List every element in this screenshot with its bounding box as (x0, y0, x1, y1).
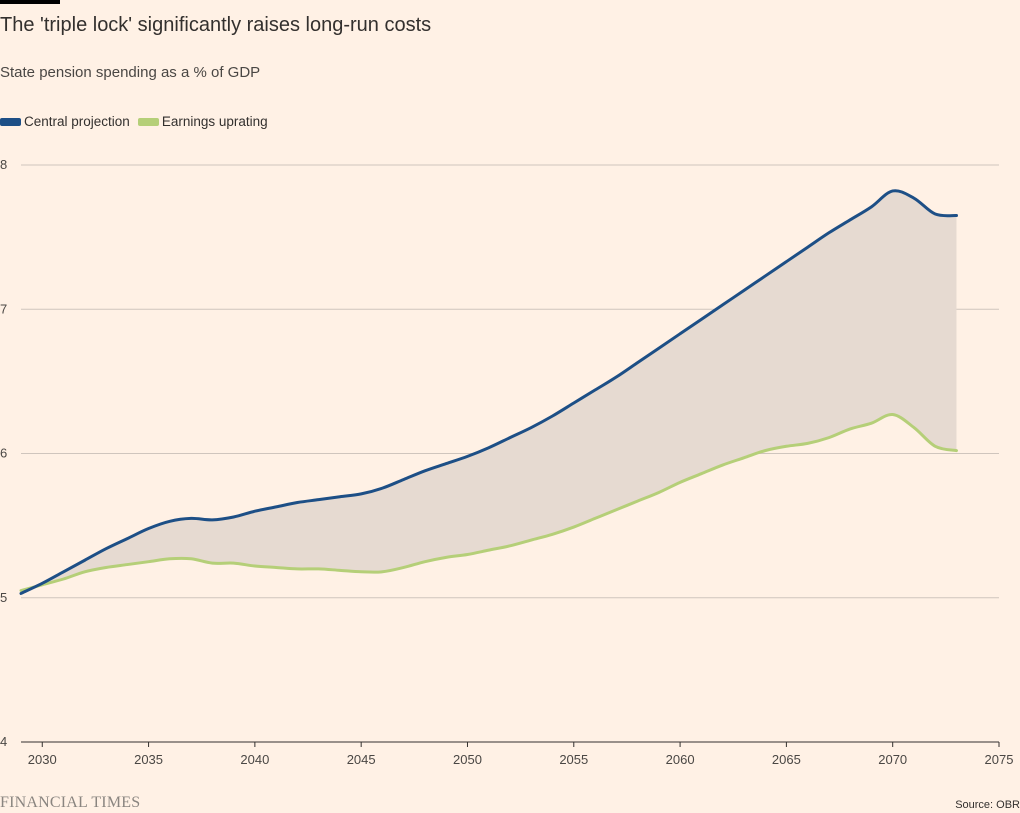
legend-swatch-earnings (137, 117, 159, 126)
series-line-central-projection (19, 189, 958, 595)
legend-item-earnings: Earnings uprating (137, 114, 268, 129)
chart-title: The 'triple lock' significantly raises l… (0, 14, 432, 36)
y-tick-label-6: 6 (0, 446, 7, 461)
x-tick-label-2070: 2070 (878, 752, 907, 767)
legend-label-central: Central projection (24, 114, 130, 129)
x-tick-label-2045: 2045 (347, 752, 376, 767)
shaded-gap-band (21, 190, 957, 594)
chart-subtitle: State pension spending as a % of GDP (0, 64, 261, 81)
legend-label-earnings: Earnings uprating (161, 114, 268, 129)
legend-swatch-central (0, 117, 21, 126)
brand-top-bar (0, 0, 60, 4)
x-tick-label-2055: 2055 (559, 752, 588, 767)
legend-item-central: Central projection (0, 114, 130, 129)
ft-brand-wordmark: FINANCIAL TIMES (0, 794, 141, 811)
legend: Central projection Earnings uprating (0, 114, 276, 129)
series-line-earnings-uprating (19, 413, 958, 593)
x-tick-label-2065: 2065 (772, 752, 801, 767)
y-tick-label-8: 8 (0, 157, 7, 172)
y-tick-label-7: 7 (0, 301, 7, 316)
x-tick-label-2050: 2050 (453, 752, 482, 767)
x-tick-label-2030: 2030 (28, 752, 57, 767)
source-note: Source: OBR (955, 799, 1020, 811)
x-tick-label-2040: 2040 (240, 752, 269, 767)
y-tick-label-5: 5 (0, 590, 7, 605)
x-tick-label-2035: 2035 (134, 752, 163, 767)
y-tick-label-4: 4 (0, 734, 7, 749)
x-tick-label-2060: 2060 (666, 752, 695, 767)
x-tick-label-2075: 2075 (985, 752, 1014, 767)
